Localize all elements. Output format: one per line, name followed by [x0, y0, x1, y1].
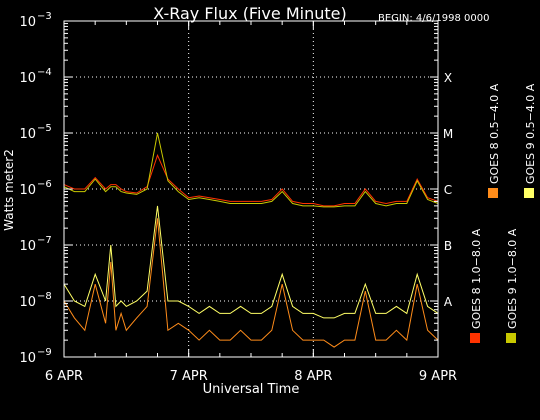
- y-tick-label: 10: [19, 15, 36, 30]
- y-tick-exponent: −4: [37, 67, 52, 78]
- chart-title: X-Ray Flux (Five Minute): [153, 4, 346, 23]
- y-tick-label: 10: [19, 71, 36, 86]
- y-axis-label: Watts meter2: [2, 149, 16, 231]
- y-tick-label: 10: [19, 183, 36, 198]
- legend-label: GOES 8 1.0−8.0 A: [470, 228, 483, 329]
- legend: GOES 8 1.0−8.0 A GOES 8 0.5−4.0 A GOES 9 1…: [470, 83, 537, 343]
- x-tick-label: 6 APR: [45, 369, 83, 384]
- legend-swatch: [488, 188, 498, 198]
- y-tick-label: 10: [19, 127, 36, 142]
- y-axis: 10−310−410−510−610−710−810−9: [19, 11, 438, 366]
- series-line-4: [63, 205, 439, 319]
- x-tick-label: 8 APR: [294, 369, 332, 384]
- data-series: [63, 132, 439, 348]
- y-tick-label: 10: [19, 295, 36, 310]
- legend-label: GOES 8 0.5−4.0 A: [488, 83, 501, 184]
- y-tick-exponent: −7: [37, 235, 52, 246]
- y-tick-exponent: −5: [37, 123, 52, 134]
- series-line-2: [63, 218, 439, 348]
- legend-label: GOES 9 0.5−4.0 A: [524, 83, 537, 184]
- legend-swatch: [506, 333, 516, 343]
- grid-lines: [64, 21, 438, 357]
- class-label-b: B: [444, 239, 452, 253]
- x-axis-label: Universal Time: [203, 382, 300, 397]
- x-tick-label: 9 APR: [419, 369, 457, 384]
- class-label-a: A: [444, 295, 453, 309]
- y-tick-exponent: −3: [37, 11, 52, 22]
- y-tick-exponent: −8: [37, 291, 52, 302]
- class-label-m: M: [443, 127, 453, 141]
- series-line-3: [63, 132, 439, 208]
- legend-swatch: [524, 188, 534, 198]
- flare-class-labels: X M C B A: [443, 71, 453, 309]
- y-tick-label: 10: [19, 239, 36, 254]
- legend-swatch: [470, 333, 480, 343]
- class-label-x: X: [444, 71, 452, 85]
- legend-label: GOES 9 1.0−8.0 A: [506, 228, 519, 329]
- x-axis: 6 APR 7 APR 8 APR 9 APR: [45, 21, 457, 384]
- class-label-c: C: [444, 183, 452, 197]
- y-tick-label: 10: [19, 351, 36, 366]
- y-tick-exponent: −6: [37, 179, 52, 190]
- x-tick-label: 7 APR: [170, 369, 208, 384]
- y-tick-exponent: −9: [37, 347, 52, 358]
- series-line-1: [63, 153, 439, 207]
- begin-label: BEGIN: 4/6/1998 0000: [378, 13, 489, 24]
